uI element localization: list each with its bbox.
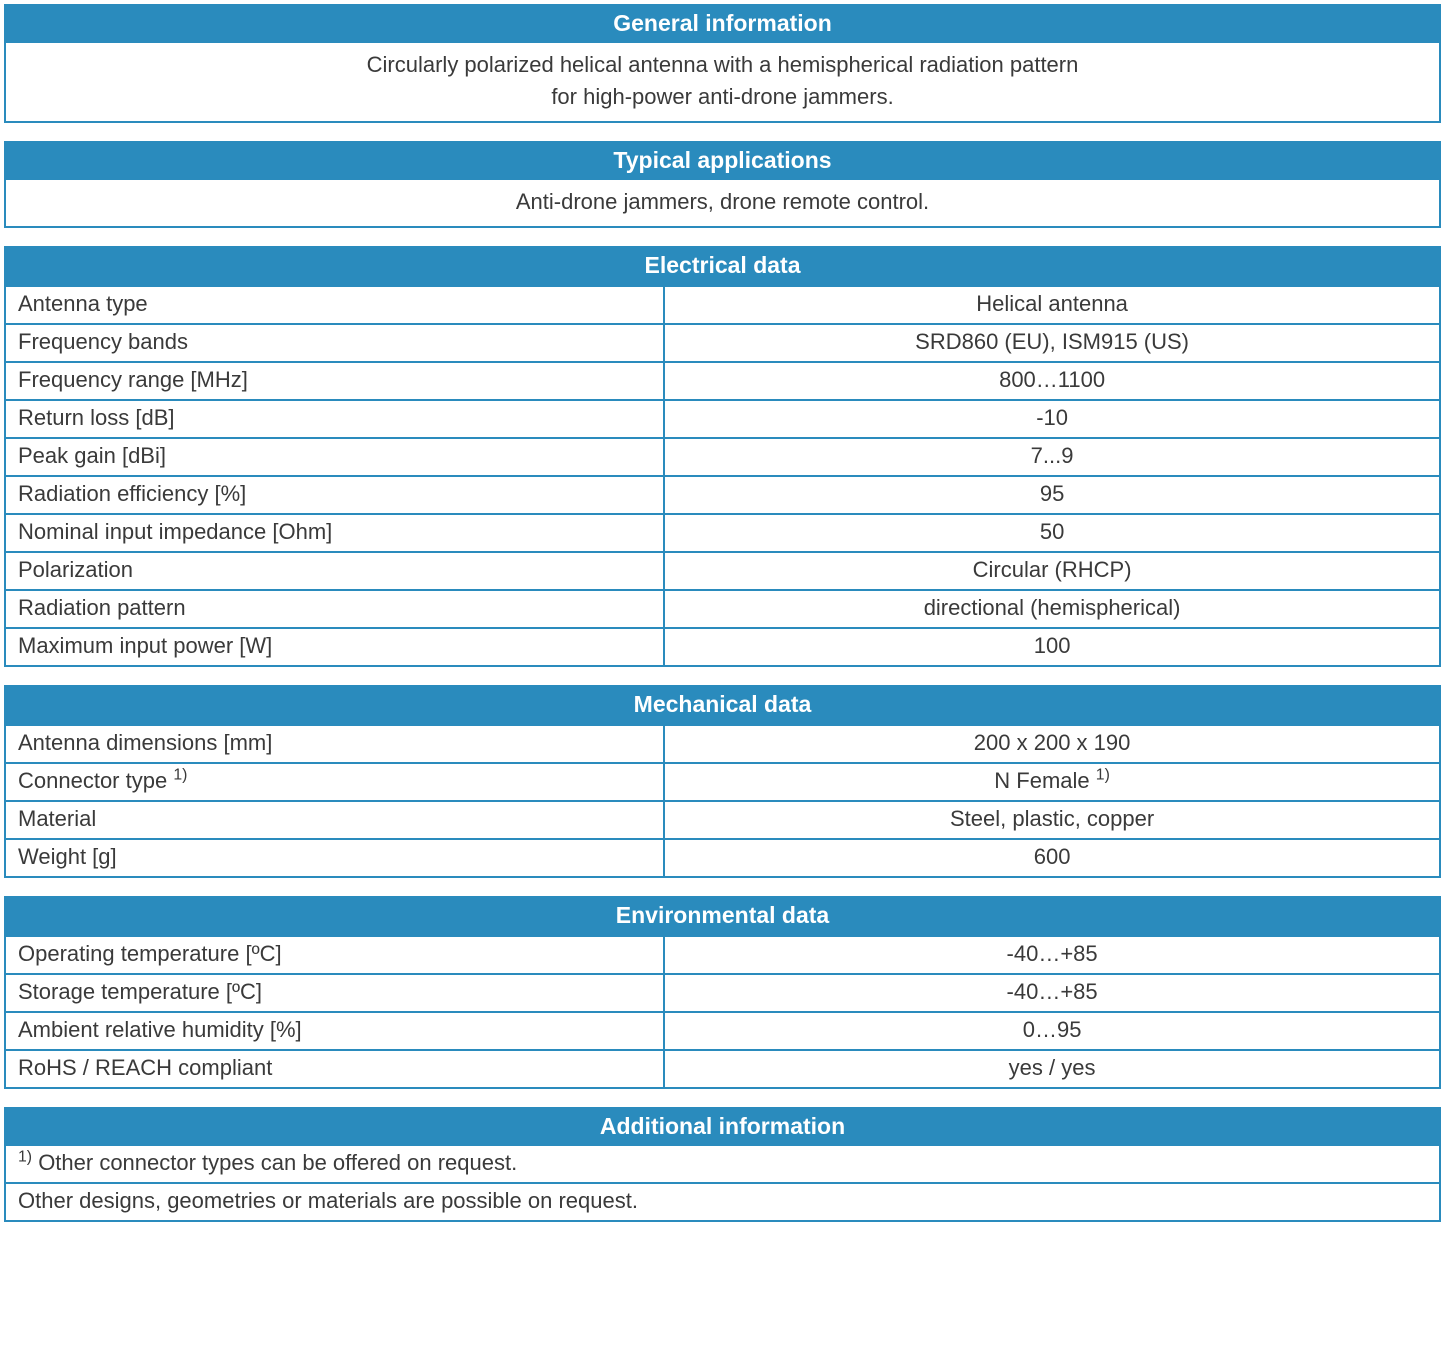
table-row: Storage temperature [ºC] -40…+85 (6, 973, 1439, 1011)
table-row: Weight [g] 600 (6, 838, 1439, 876)
table-row: Frequency range [MHz] 800…1100 (6, 361, 1439, 399)
section-additional-information: Additional information 1) Other connecto… (4, 1107, 1441, 1222)
spec-label: RoHS / REACH compliant (6, 1051, 665, 1087)
table-row: Antenna dimensions [mm] 200 x 200 x 190 (6, 724, 1439, 762)
spec-value: yes / yes (665, 1051, 1439, 1087)
table-row: Antenna type Helical antenna (6, 285, 1439, 323)
table-row: Ambient relative humidity [%] 0…95 (6, 1011, 1439, 1049)
spec-label: Antenna dimensions [mm] (6, 726, 665, 762)
spec-label: Polarization (6, 553, 665, 589)
section-typical-applications: Typical applications Anti-drone jammers,… (4, 141, 1441, 228)
spec-label: Frequency range [MHz] (6, 363, 665, 399)
section-header-environmental: Environmental data (6, 898, 1439, 935)
spec-label: Antenna type (6, 287, 665, 323)
table-row: Return loss [dB] -10 (6, 399, 1439, 437)
spec-value: 800…1100 (665, 363, 1439, 399)
spec-label: Frequency bands (6, 325, 665, 361)
spec-value: 200 x 200 x 190 (665, 726, 1439, 762)
spec-label: Material (6, 802, 665, 838)
applications-description: Anti-drone jammers, drone remote control… (6, 180, 1439, 226)
spec-label: Weight [g] (6, 840, 665, 876)
spec-value: 7...9 (665, 439, 1439, 475)
table-row: Radiation pattern directional (hemispher… (6, 589, 1439, 627)
spec-value: SRD860 (EU), ISM915 (US) (665, 325, 1439, 361)
table-row: Operating temperature [ºC] -40…+85 (6, 935, 1439, 973)
spec-value: Helical antenna (665, 287, 1439, 323)
table-row: Peak gain [dBi] 7...9 (6, 437, 1439, 475)
spec-value: Steel, plastic, copper (665, 802, 1439, 838)
spec-value: 95 (665, 477, 1439, 513)
spec-value: Circular (RHCP) (665, 553, 1439, 589)
spec-value: directional (hemispherical) (665, 591, 1439, 627)
footnote-text: Other connector types can be offered on … (32, 1150, 517, 1175)
spec-label: Radiation pattern (6, 591, 665, 627)
spec-label: Maximum input power [W] (6, 629, 665, 665)
footnote-text: Other designs, geometries or materials a… (18, 1188, 638, 1213)
section-header-mechanical: Mechanical data (6, 687, 1439, 724)
spec-label: Operating temperature [ºC] (6, 937, 665, 973)
general-description-line2: for high-power anti-drone jammers. (551, 84, 893, 109)
spec-label: Return loss [dB] (6, 401, 665, 437)
table-row: Frequency bands SRD860 (EU), ISM915 (US) (6, 323, 1439, 361)
section-mechanical-data: Mechanical data Antenna dimensions [mm] … (4, 685, 1441, 878)
footnote-ref: 1) (173, 766, 187, 783)
table-row: Maximum input power [W] 100 (6, 627, 1439, 665)
spec-value: 100 (665, 629, 1439, 665)
spec-value: 50 (665, 515, 1439, 551)
spec-label: Peak gain [dBi] (6, 439, 665, 475)
table-row: RoHS / REACH compliant yes / yes (6, 1049, 1439, 1087)
table-row: Connector type 1) N Female 1) (6, 762, 1439, 800)
spec-value: -10 (665, 401, 1439, 437)
footnote-marker: 1) (18, 1148, 32, 1165)
section-header-general: General information (6, 6, 1439, 43)
table-row: Material Steel, plastic, copper (6, 800, 1439, 838)
spec-label: Storage temperature [ºC] (6, 975, 665, 1011)
spec-value: -40…+85 (665, 937, 1439, 973)
footnote-2: Other designs, geometries or materials a… (6, 1182, 1439, 1220)
footnote-ref: 1) (1096, 766, 1110, 783)
section-header-additional: Additional information (6, 1109, 1439, 1146)
general-description: Circularly polarized helical antenna wit… (6, 43, 1439, 121)
spec-label: Nominal input impedance [Ohm] (6, 515, 665, 551)
table-row: Radiation efficiency [%] 95 (6, 475, 1439, 513)
spec-value: 0…95 (665, 1013, 1439, 1049)
spec-value: -40…+85 (665, 975, 1439, 1011)
section-environmental-data: Environmental data Operating temperature… (4, 896, 1441, 1089)
spec-label-connector-type: Connector type 1) (6, 764, 665, 800)
spec-label-text: Connector type (18, 768, 173, 793)
spec-value-connector-type: N Female 1) (665, 764, 1439, 800)
section-electrical-data: Electrical data Antenna type Helical ant… (4, 246, 1441, 667)
section-header-electrical: Electrical data (6, 248, 1439, 285)
section-header-applications: Typical applications (6, 143, 1439, 180)
spec-label: Ambient relative humidity [%] (6, 1013, 665, 1049)
section-general-information: General information Circularly polarized… (4, 4, 1441, 123)
spec-value: 600 (665, 840, 1439, 876)
spec-value-text: N Female (994, 768, 1095, 793)
footnote-1: 1) Other connector types can be offered … (6, 1146, 1439, 1182)
table-row: Nominal input impedance [Ohm] 50 (6, 513, 1439, 551)
general-description-line1: Circularly polarized helical antenna wit… (367, 52, 1079, 77)
spec-label: Radiation efficiency [%] (6, 477, 665, 513)
table-row: Polarization Circular (RHCP) (6, 551, 1439, 589)
